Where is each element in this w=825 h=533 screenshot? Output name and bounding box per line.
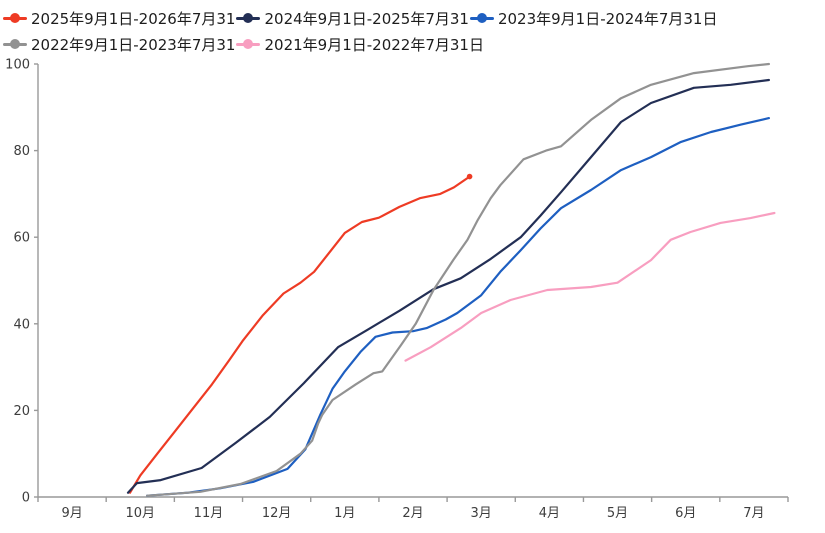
legend-item-2025-2026[interactable]: 2025年9月1日-2026年7月31 — [3, 8, 235, 29]
legend-row-1: 2025年9月1日-2026年7月31 2024年9月1日-2025年7月31 … — [3, 5, 823, 31]
legend-item-2024-2025[interactable]: 2024年9月1日-2025年7月31 — [236, 8, 469, 29]
series-end-dot — [466, 173, 473, 180]
legend-line-dot-icon — [469, 13, 494, 23]
legend-row-2: 2022年9月1日-2023年7月31 2021年9月1日-2022年7月31日 — [3, 31, 823, 57]
legend-label: 2022年9月1日-2023年7月31 — [31, 35, 236, 54]
legend-line-dot-icon — [3, 13, 27, 23]
legend-item-2021-2022[interactable]: 2021年9月1日-2022年7月31日 — [236, 34, 484, 55]
y-axis-tick-label: 80 — [13, 144, 30, 159]
y-axis-tick-label: 20 — [13, 404, 30, 419]
legend-line-dot-icon — [3, 39, 27, 49]
x-axis-month-label: 1月 — [334, 506, 355, 521]
x-axis-month-label: 12月 — [262, 506, 292, 521]
x-axis-month-label: 4月 — [539, 506, 560, 521]
y-axis-tick-label: 0 — [22, 491, 30, 506]
legend-label: 2023年9月1日-2024年7月31日 — [497, 9, 718, 28]
x-axis-month-label: 10月 — [125, 506, 155, 521]
chart-legend: 2025年9月1日-2026年7月31 2024年9月1日-2025年7月31 … — [3, 5, 823, 57]
legend-line-dot-icon — [236, 39, 261, 49]
series-line-1 — [126, 78, 770, 494]
x-axis-month-label: 2月 — [402, 506, 423, 521]
legend-line-dot-icon — [236, 13, 261, 23]
series-line-0 — [128, 175, 471, 494]
x-axis-month-label: 3月 — [471, 506, 492, 521]
y-axis-tick-label: 60 — [13, 231, 30, 246]
x-axis-month-label: 6月 — [675, 506, 696, 521]
y-axis-tick-label: 100 — [5, 58, 30, 73]
legend-label: 2025年9月1日-2026年7月31 — [31, 9, 236, 28]
x-axis-month-label: 5月 — [607, 506, 628, 521]
series-line-2 — [146, 117, 770, 497]
series-line-4 — [404, 211, 776, 362]
legend-label: 2024年9月1日-2025年7月31 — [264, 9, 469, 28]
legend-label: 2021年9月1日-2022年7月31日 — [264, 35, 484, 54]
legend-item-2023-2024[interactable]: 2023年9月1日-2024年7月31日 — [469, 8, 718, 29]
x-axis-month-label: 11月 — [194, 506, 224, 521]
y-axis-tick-label: 40 — [13, 317, 30, 332]
x-axis-month-label: 7月 — [743, 506, 764, 521]
series-line-3 — [146, 62, 770, 497]
x-axis-month-label: 9月 — [61, 506, 82, 521]
legend-item-2022-2023[interactable]: 2022年9月1日-2023年7月31 — [3, 34, 235, 55]
